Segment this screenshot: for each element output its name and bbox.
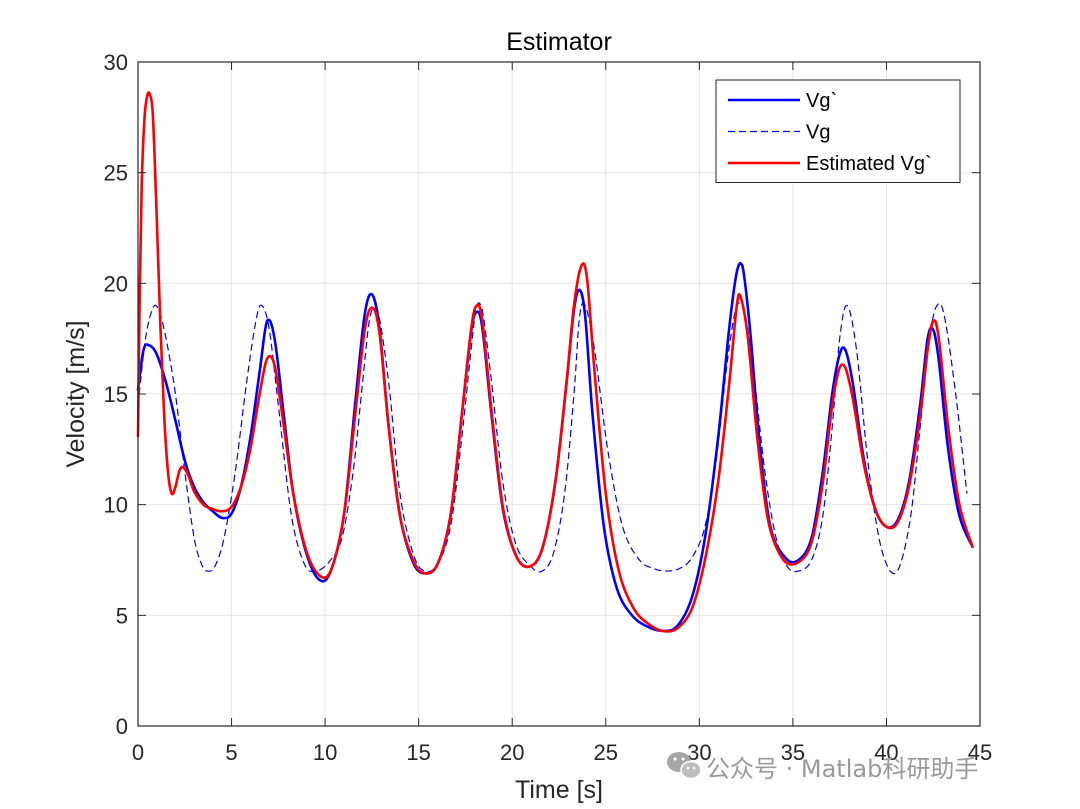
chart-title: Estimator <box>506 28 612 56</box>
series-line-vg <box>137 302 968 575</box>
x-tick-label: 5 <box>225 740 237 765</box>
legend-label: Vg` <box>806 90 837 112</box>
x-tick-label: 0 <box>132 740 144 765</box>
y-tick-label: 0 <box>116 714 128 739</box>
y-tick-label: 30 <box>104 50 128 75</box>
x-tick-label: 40 <box>874 740 898 765</box>
y-tick-label: 25 <box>104 161 128 186</box>
x-axis-label: Time [s] <box>515 776 603 804</box>
x-tick-label: 35 <box>781 740 805 765</box>
x-tick-label: 25 <box>594 740 618 765</box>
x-tick-label: 10 <box>313 740 337 765</box>
legend-item: Estimated Vg` <box>728 153 932 175</box>
watermark: 公众号 · Matlab科研助手 <box>667 752 978 783</box>
x-tick-label: 45 <box>968 740 992 765</box>
y-axis-label: Velocity [m/s] <box>62 320 90 467</box>
legend-item: Vg` <box>728 90 837 112</box>
legend-label: Vg <box>806 122 830 144</box>
x-tick-label: 15 <box>406 740 430 765</box>
y-tick-label: 5 <box>116 603 128 628</box>
wechat-icon <box>667 752 702 780</box>
y-tick-label: 20 <box>104 271 128 296</box>
y-tick-label: 10 <box>104 493 128 518</box>
legend-label: Estimated Vg` <box>806 153 932 175</box>
legend-item: Vg <box>728 122 830 144</box>
y-tick-label: 15 <box>104 382 128 407</box>
series-group <box>136 91 974 633</box>
series-line-estimated-vg <box>136 91 974 633</box>
legend: Vg` Vg Estimated Vg` <box>715 79 961 183</box>
x-tick-label: 20 <box>500 740 524 765</box>
watermark-text: 公众号 · Matlab科研助手 <box>706 755 978 783</box>
